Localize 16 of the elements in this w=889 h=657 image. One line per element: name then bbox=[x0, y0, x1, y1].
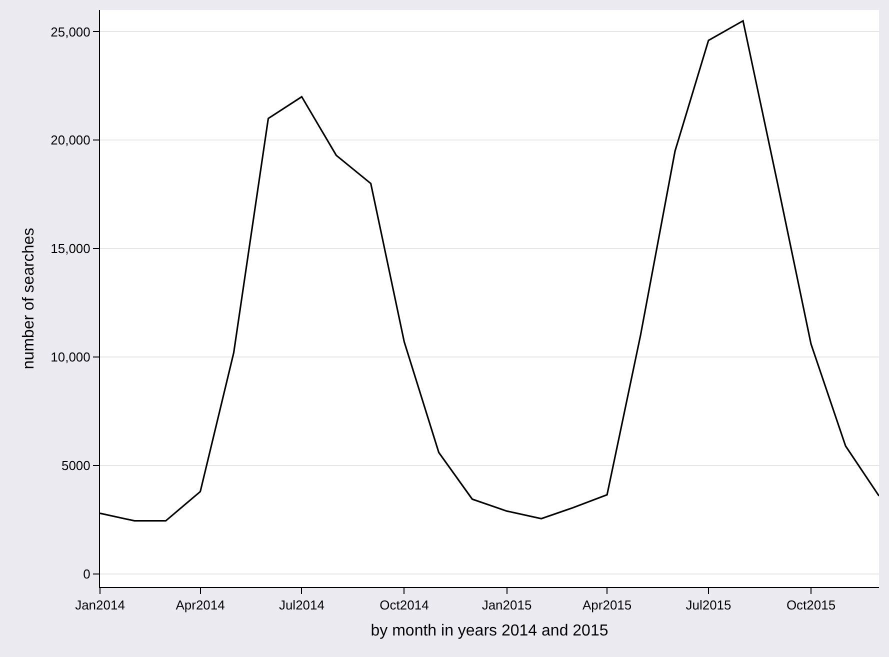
x-tick-label: Jan2014 bbox=[75, 598, 125, 613]
y-tick-label: 15,000 bbox=[50, 241, 90, 256]
y-tick-label: 10,000 bbox=[50, 350, 90, 365]
x-tick-label: Apr2014 bbox=[176, 598, 225, 613]
x-tick-label: Jul2014 bbox=[278, 598, 324, 613]
y-axis-title: number of searches bbox=[20, 228, 38, 370]
x-tick-label: Jul2015 bbox=[686, 598, 732, 613]
y-tick-label: 20,000 bbox=[50, 132, 90, 148]
x-tick-label: Apr2015 bbox=[582, 598, 632, 613]
y-tick-label: 0 bbox=[83, 566, 90, 582]
x-tick-label: Jan2015 bbox=[482, 598, 532, 613]
x-axis-title: by month in years 2014 and 2015 bbox=[370, 622, 608, 640]
y-tick-label: 5000 bbox=[61, 458, 90, 474]
x-tick-label: Oct2014 bbox=[380, 598, 429, 613]
y-tick-label: 25,000 bbox=[50, 24, 90, 40]
x-tick-label: Oct2015 bbox=[786, 598, 836, 613]
